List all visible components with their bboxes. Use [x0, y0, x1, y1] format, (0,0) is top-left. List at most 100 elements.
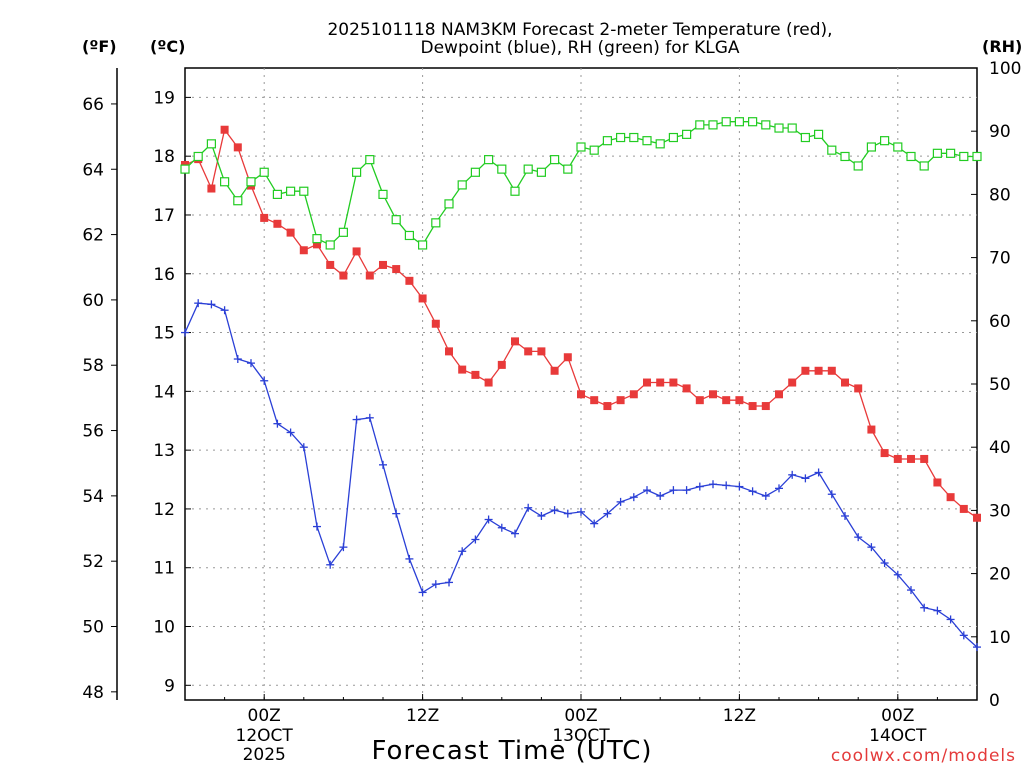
- dewpoint-point: [524, 503, 533, 512]
- dewpoint-point: [946, 615, 955, 624]
- dewpoint-point: [299, 443, 308, 452]
- rh-point: [919, 161, 929, 171]
- dewpoint-point: [880, 559, 889, 568]
- dewpoint-point: [194, 299, 203, 308]
- temperature-point: [299, 246, 308, 255]
- dewpoint-point: [801, 474, 810, 483]
- fahrenheit-tick-label: 56: [82, 422, 104, 442]
- temperature-point: [775, 390, 783, 399]
- temperature-point: [392, 265, 401, 274]
- dewpoint-point: [682, 486, 691, 495]
- rh-point: [444, 199, 454, 209]
- x-axis-label: Forecast Time (UTC): [371, 736, 652, 766]
- rh-point: [853, 161, 863, 171]
- dewpoint-point: [695, 482, 704, 491]
- temperature-point: [973, 513, 981, 522]
- temperature-point: [511, 337, 519, 346]
- rh-point: [774, 123, 784, 133]
- rh-point: [352, 167, 362, 177]
- temperature-point: [207, 184, 216, 193]
- temperature-point: [445, 347, 453, 356]
- dewpoint-point: [814, 468, 823, 477]
- dewpoint-point: [392, 509, 401, 518]
- dewpoint-point: [471, 535, 480, 544]
- dewpoint-point: [907, 586, 915, 595]
- temperature-point: [801, 366, 810, 375]
- rh-point: [484, 155, 494, 165]
- dewpoint-point: [709, 480, 717, 489]
- temperature-point: [458, 365, 467, 374]
- rh-point: [629, 132, 639, 143]
- rh-point: [325, 240, 335, 250]
- rh-point: [879, 136, 890, 146]
- temperature-point: [656, 378, 665, 387]
- rh-point: [391, 215, 401, 225]
- x-tick-label: 12Z: [723, 706, 756, 726]
- temperature-point: [722, 396, 731, 405]
- dewpoint-point: [352, 415, 361, 424]
- rh-point: [800, 132, 811, 143]
- dewpoint-point: [603, 509, 612, 518]
- rh-point: [813, 129, 824, 139]
- rh-point: [747, 117, 758, 127]
- temperature-point: [682, 384, 691, 393]
- dewpoint-point: [247, 359, 255, 368]
- fahrenheit-tick-label: 50: [82, 618, 104, 638]
- rh-point: [695, 120, 705, 130]
- temperature-point: [867, 425, 876, 434]
- dewpoint-point: [365, 413, 374, 422]
- temperature-point: [497, 360, 506, 369]
- celsius-tick-label: 17: [153, 206, 175, 226]
- dewpoint-point: [418, 588, 427, 597]
- dewpoint-point: [867, 543, 876, 552]
- rh-point: [180, 164, 190, 174]
- rh-point: [681, 129, 692, 139]
- temperature-point: [920, 454, 929, 463]
- x-tick-date: 12OCT: [236, 726, 294, 746]
- temperature-point: [326, 260, 335, 269]
- rh-point: [906, 151, 916, 162]
- x-tick-label: 00Z: [564, 706, 597, 726]
- dewpoint-point: [511, 529, 519, 538]
- temperature-point: [471, 370, 480, 379]
- rh-tick-label: 20: [989, 565, 1011, 585]
- temperature-point: [603, 402, 612, 411]
- rh-point: [840, 151, 850, 162]
- celsius-tick-label: 10: [153, 618, 175, 638]
- temperature-point: [933, 478, 942, 487]
- dewpoint-point: [379, 460, 387, 469]
- rh-point: [563, 164, 573, 174]
- temperature-point: [339, 271, 348, 280]
- dewpoint-point: [431, 580, 440, 589]
- dewpoint-point: [933, 606, 942, 615]
- x-tick-label: 00Z: [881, 706, 914, 726]
- dewpoint-point: [286, 428, 295, 437]
- celsius-tick-label: 18: [153, 147, 175, 167]
- temperature-point: [695, 396, 704, 405]
- dewpoint-point: [735, 482, 744, 491]
- rh-tick-label: 70: [989, 249, 1011, 269]
- rh-tick-label: 80: [989, 185, 1011, 205]
- rh-point: [655, 139, 665, 149]
- rh-point: [404, 230, 414, 241]
- rh-point: [312, 234, 322, 244]
- dewpoint-point: [973, 643, 981, 652]
- series-rh: [180, 117, 982, 250]
- series-temperature: [181, 125, 981, 522]
- temperature-point: [273, 219, 282, 228]
- dewpoint-point: [497, 523, 506, 532]
- dewpoint-point: [788, 470, 797, 479]
- temperature-point: [616, 396, 625, 405]
- series-layer: [180, 117, 982, 652]
- temperature-point: [854, 384, 863, 393]
- rh-point: [220, 177, 230, 187]
- dewpoint-point: [629, 493, 638, 502]
- dewpoint-point: [563, 509, 572, 518]
- rh-unit-label: (RH): [982, 37, 1022, 56]
- rh-point: [972, 151, 982, 162]
- celsius-tick-label: 9: [164, 676, 175, 696]
- dewpoint-point: [841, 511, 849, 520]
- x-tick-date: 14OCT: [869, 726, 927, 746]
- rh-tick-label: 30: [989, 501, 1011, 521]
- temperature-point: [590, 396, 599, 405]
